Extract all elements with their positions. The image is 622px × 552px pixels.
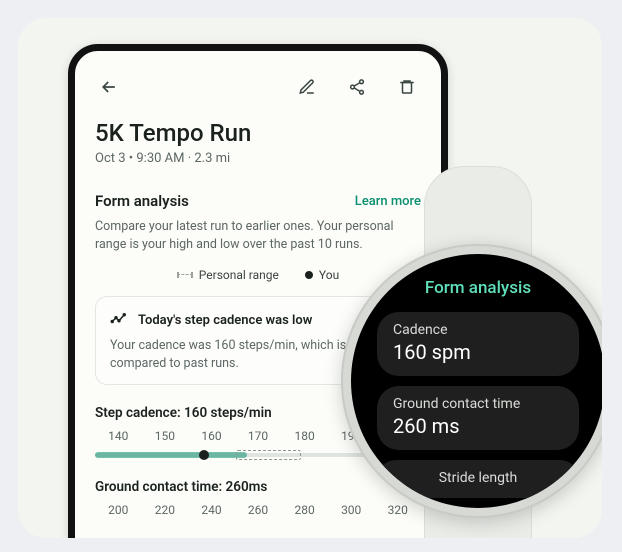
tick: 280 [281, 503, 328, 517]
tick: 160 [188, 429, 235, 443]
watch-card-stride[interactable]: Stride length [377, 460, 579, 498]
share-icon[interactable] [343, 73, 371, 101]
watch-card-label: Ground contact time [393, 396, 563, 412]
watch-face: Form analysis Cadence 160 spm Ground con… [351, 254, 602, 508]
cadence-range-bar [95, 452, 247, 458]
watch-card-label: Stride length [393, 470, 563, 486]
cadence-you-dot [199, 450, 209, 460]
workout-subtitle: Oct 3 • 9:30 AM · 2.3 mi [95, 151, 421, 166]
watch-frame: Form analysis Cadence 160 spm Ground con… [328, 196, 602, 538]
legend-range-label: Personal range [199, 268, 279, 282]
workout-title: 5K Tempo Run [95, 119, 421, 147]
watch-title: Form analysis [425, 278, 531, 298]
watch-card-label: Cadence [393, 322, 563, 338]
trend-icon [110, 311, 128, 329]
range-glyph-icon [177, 272, 193, 278]
tick: 170 [235, 429, 282, 443]
back-icon[interactable] [95, 73, 123, 101]
watch-card-value: 160 spm [393, 340, 563, 364]
watch-card-value: 260 ms [393, 414, 563, 438]
tick: 240 [188, 503, 235, 517]
tick: 200 [95, 503, 142, 517]
you-dot-icon [305, 271, 313, 279]
cadence-hatch [236, 450, 301, 460]
tick: 140 [95, 429, 142, 443]
tick: 260 [235, 503, 282, 517]
watch-card-gct[interactable]: Ground contact time 260 ms [377, 386, 579, 450]
product-showcase: 5K Tempo Run Oct 3 • 9:30 AM · 2.3 mi Fo… [18, 18, 602, 538]
watch-case: Form analysis Cadence 160 spm Ground con… [341, 244, 602, 518]
tick: 180 [281, 429, 328, 443]
edit-icon[interactable] [293, 73, 321, 101]
tick: 220 [142, 503, 189, 517]
insight-title: Today's step cadence was low [138, 313, 312, 328]
tick: 150 [142, 429, 189, 443]
delete-icon[interactable] [393, 73, 421, 101]
top-bar [95, 73, 421, 101]
section-title: Form analysis [95, 192, 189, 210]
watch-card-cadence[interactable]: Cadence 160 spm [377, 312, 579, 376]
legend-range: Personal range [177, 268, 279, 282]
